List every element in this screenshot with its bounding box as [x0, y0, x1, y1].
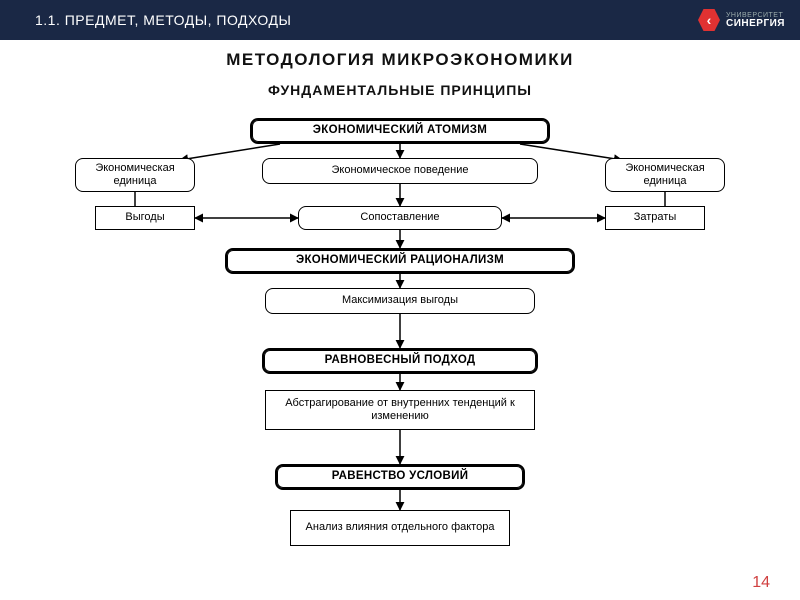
node-n12: РАВЕНСТВО УСЛОВИЙ [275, 464, 525, 490]
logo: ‹ УНИВЕРСИТЕТ СИНЕРГИЯ [698, 9, 785, 31]
node-n8: ЭКОНОМИЧЕСКИЙ РАЦИОНАЛИЗМ [225, 248, 575, 274]
header-title: 1.1. ПРЕДМЕТ, МЕТОДЫ, ПОДХОДЫ [35, 12, 291, 28]
node-n3: Экономическое поведение [262, 158, 538, 184]
node-n7: Затраты [605, 206, 705, 230]
slide-header: 1.1. ПРЕДМЕТ, МЕТОДЫ, ПОДХОДЫ ‹ УНИВЕРСИ… [0, 0, 800, 40]
node-n5: Выгоды [95, 206, 195, 230]
diagram-subtitle: ФУНДАМЕНТАЛЬНЫЕ ПРИНЦИПЫ [268, 82, 532, 98]
diagram-title: МЕТОДОЛОГИЯ МИКРОЭКОНОМИКИ [226, 50, 574, 70]
node-n9: Максимизация выгоды [265, 288, 535, 314]
node-n2: Экономическая единица [75, 158, 195, 192]
node-n10: РАВНОВЕСНЫЙ ПОДХОД [262, 348, 538, 374]
node-n4: Экономическая единица [605, 158, 725, 192]
logo-icon: ‹ [698, 9, 720, 31]
node-n11: Абстрагирование от внутренних тенденций … [265, 390, 535, 430]
logo-line2: СИНЕРГИЯ [726, 19, 785, 29]
node-n1: ЭКОНОМИЧЕСКИЙ АТОМИЗМ [250, 118, 550, 144]
node-n6: Сопоставление [298, 206, 502, 230]
logo-text: УНИВЕРСИТЕТ СИНЕРГИЯ [726, 12, 785, 29]
page-number: 14 [752, 574, 770, 592]
node-n13: Анализ влияния отдельного фактора [290, 510, 510, 546]
slide-content: МЕТОДОЛОГИЯ МИКРОЭКОНОМИКИ ФУНДАМЕНТАЛЬН… [0, 40, 800, 600]
